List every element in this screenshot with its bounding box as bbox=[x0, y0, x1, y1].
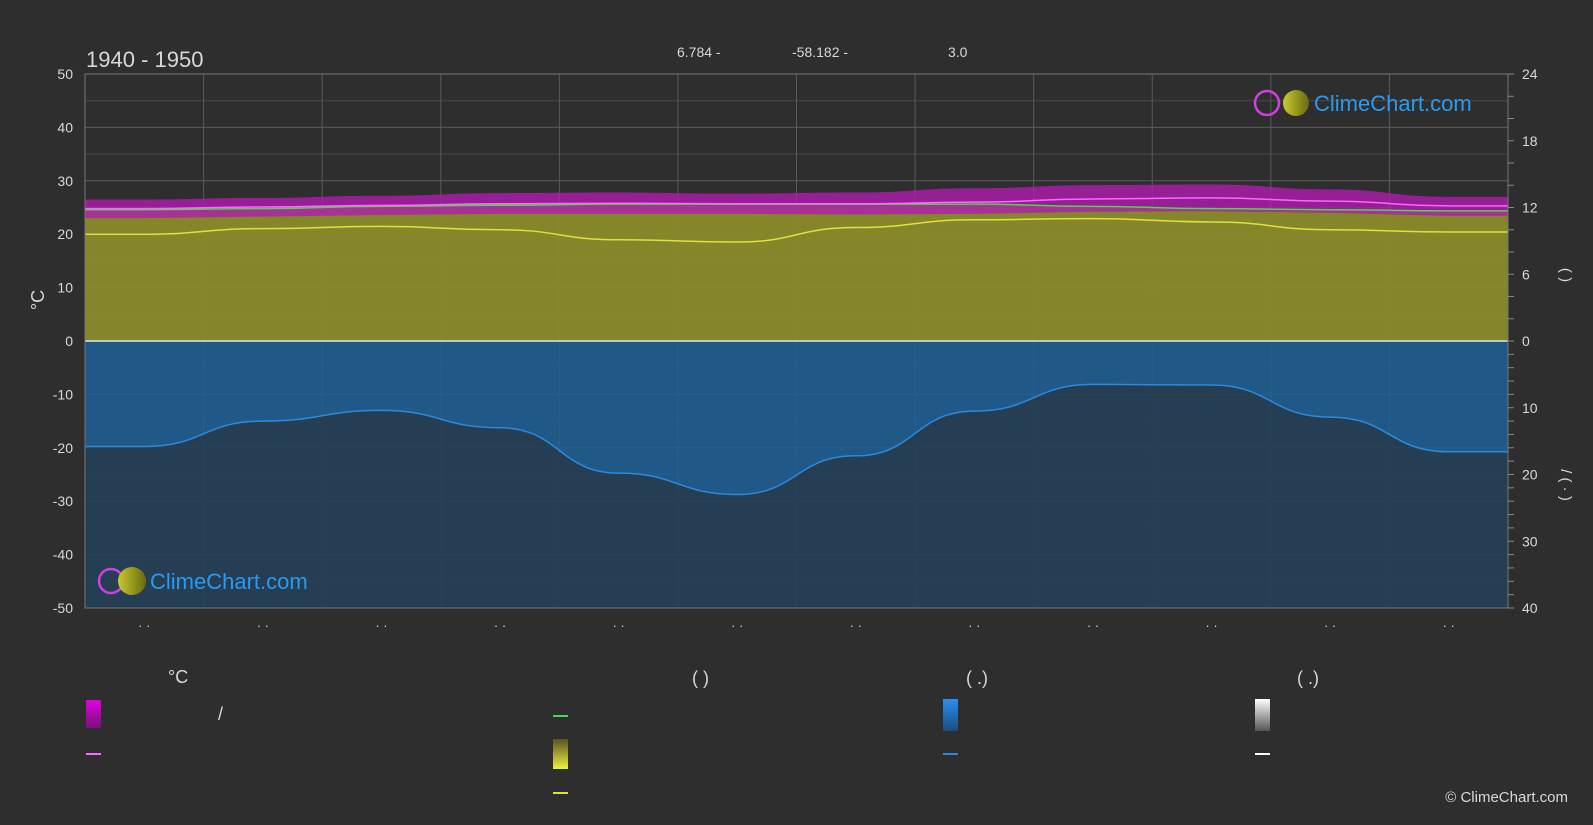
legend-temp-range-swatch bbox=[86, 700, 101, 728]
right-tick-label: 18 bbox=[1522, 133, 1538, 149]
legend-snow-line bbox=[1255, 753, 1270, 755]
month-label: · · bbox=[731, 618, 743, 633]
month-label: · · bbox=[257, 618, 269, 633]
left-tick-label: 0 bbox=[65, 333, 73, 349]
logo-sun-icon bbox=[1283, 90, 1309, 116]
series-lines bbox=[84, 73, 1509, 609]
legend-daylight-line bbox=[553, 715, 568, 717]
logo-bottom[interactable]: ClimeChart.com bbox=[97, 567, 308, 595]
month-label: · · bbox=[612, 618, 624, 633]
left-tick-label: 20 bbox=[57, 226, 73, 242]
legend-snow-swatch bbox=[1255, 699, 1270, 731]
bands bbox=[85, 184, 1508, 608]
left-tick-label: -10 bbox=[53, 386, 73, 402]
right-tick-label: 10 bbox=[1522, 400, 1538, 416]
tick-labels: 50 40 30 20 10 0 -10 -20 -30 -40 -50 24 18 12 6 0 10 20 30… bbox=[53, 66, 1538, 633]
right-tick-label: 0 bbox=[1522, 333, 1530, 349]
left-tick-label: 30 bbox=[57, 173, 73, 189]
legend-rain-swatch bbox=[943, 699, 958, 731]
logo-text-bottom: ClimeChart.com bbox=[150, 569, 308, 594]
sunshine-line bbox=[85, 217, 1508, 243]
left-tick-label: 40 bbox=[57, 119, 73, 135]
mean-temp-line bbox=[85, 197, 1508, 210]
legend-sunshine-line bbox=[553, 792, 568, 794]
legend-snow-heading: ( .) bbox=[1297, 668, 1319, 688]
period-title: 1940 - 1950 bbox=[86, 47, 203, 72]
legend-mean-temp-line bbox=[86, 753, 101, 755]
logo-top[interactable]: ClimeChart.com bbox=[1253, 89, 1472, 117]
logo-text-top: ClimeChart.com bbox=[1314, 91, 1472, 116]
month-label: · · bbox=[1324, 618, 1336, 633]
precip-dry-shade bbox=[85, 384, 1508, 608]
month-label: · · bbox=[375, 618, 387, 633]
legend-temperature-heading: °C bbox=[168, 667, 188, 687]
month-label: · · bbox=[494, 618, 506, 633]
right-tick-label: 12 bbox=[1522, 200, 1538, 216]
precip-line bbox=[85, 383, 1508, 496]
right-tick-label: 24 bbox=[1522, 66, 1538, 82]
elevation: 3.0 bbox=[948, 44, 968, 60]
sunshine-band bbox=[85, 204, 1508, 341]
copyright: © ClimeChart.com bbox=[1445, 789, 1568, 806]
right-axis-label-upper: ( ) bbox=[1557, 268, 1574, 282]
latitude: 6.784 - bbox=[677, 44, 721, 60]
month-label: · · bbox=[1443, 618, 1455, 633]
left-tick-label: 50 bbox=[57, 66, 73, 82]
legend-sunshine-swatch bbox=[553, 739, 568, 769]
month-label: · · bbox=[968, 618, 980, 633]
right-tick-label: 30 bbox=[1522, 533, 1538, 549]
month-label: · · bbox=[1087, 618, 1099, 633]
left-axis-label: °C bbox=[28, 290, 48, 310]
month-label: · · bbox=[850, 618, 862, 633]
left-tick-label: -30 bbox=[53, 493, 73, 509]
longitude: -58.182 - bbox=[792, 44, 848, 60]
right-tick-label: 6 bbox=[1522, 266, 1530, 282]
legend-temp-slash: / bbox=[218, 704, 223, 724]
temperature-range-band bbox=[85, 184, 1508, 219]
right-tick-label: 40 bbox=[1522, 600, 1538, 616]
left-tick-label: -50 bbox=[53, 600, 73, 616]
left-tick-label: -40 bbox=[53, 547, 73, 563]
month-label: · · bbox=[138, 618, 150, 633]
logo-ring-icon bbox=[1253, 89, 1281, 117]
right-axis-label-lower: / ( · ) bbox=[1557, 469, 1574, 501]
month-label: · · bbox=[1205, 618, 1217, 633]
left-tick-label: -20 bbox=[53, 440, 73, 456]
legend-rain-line bbox=[943, 753, 958, 755]
right-tick-label: 20 bbox=[1522, 467, 1538, 483]
legend-sun-heading: ( ) bbox=[692, 668, 709, 688]
left-tick-label: 10 bbox=[57, 280, 73, 296]
legend-rain-heading: ( .) bbox=[966, 668, 988, 688]
logo-sun-icon bbox=[118, 567, 146, 595]
